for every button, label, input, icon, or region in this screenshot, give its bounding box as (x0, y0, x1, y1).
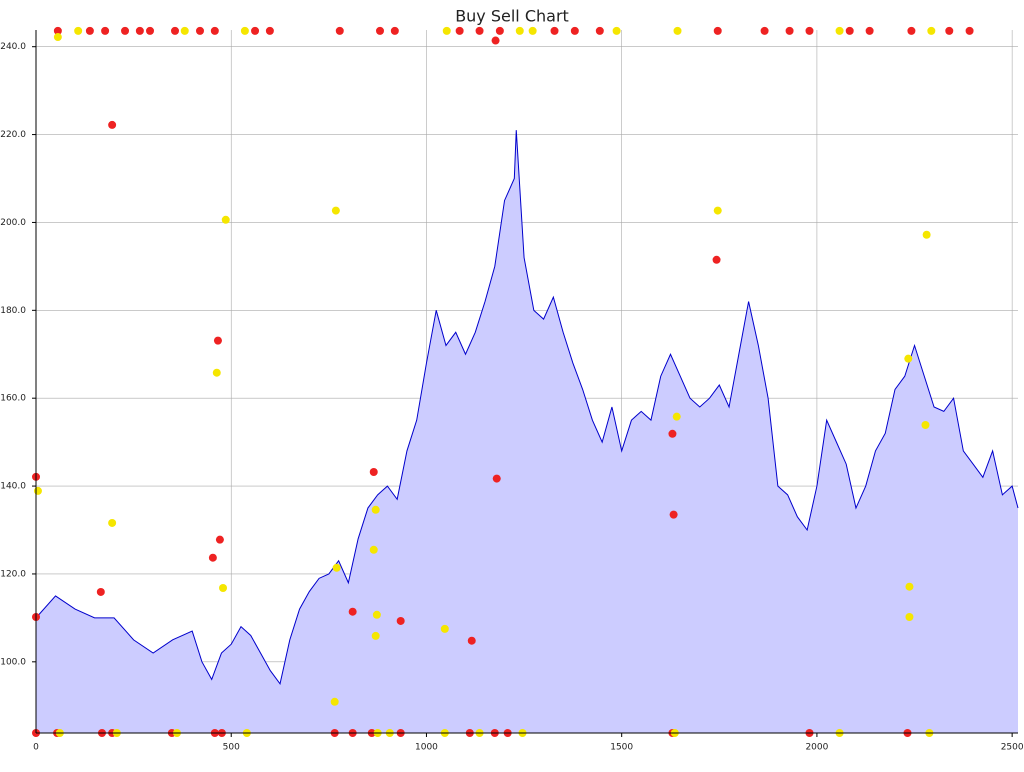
signal-point (108, 518, 117, 527)
signal-point (146, 26, 155, 35)
signal-point (467, 636, 476, 645)
y-tick-label: 160.0 (0, 394, 26, 404)
signal-point (335, 26, 344, 35)
signal-point (455, 26, 464, 35)
signal-point (905, 582, 914, 591)
signal-point (475, 26, 484, 35)
signal-point (33, 486, 42, 495)
signal-point (965, 26, 974, 35)
signal-point (375, 26, 384, 35)
signal-point (673, 26, 682, 35)
signal-point (669, 510, 678, 519)
y-tick-label: 180.0 (0, 306, 26, 316)
signal-point (74, 26, 83, 35)
price-line (35, 130, 1019, 685)
y-tick-label: 220.0 (0, 130, 26, 140)
signal-point (96, 587, 105, 596)
signal-point (371, 505, 380, 514)
signal-point (208, 553, 217, 562)
signal-point (212, 368, 221, 377)
signal-point (135, 26, 144, 35)
chart-title: Buy Sell Chart (455, 7, 569, 26)
signal-point (760, 26, 769, 35)
signal-point (927, 26, 936, 35)
signal-point (369, 545, 378, 554)
signal-point (440, 624, 449, 633)
y-tick-label: 120.0 (0, 569, 26, 579)
signal-point (515, 26, 524, 35)
x-tick-label: 1000 (415, 743, 438, 753)
signal-point (171, 26, 180, 35)
x-tick-label: 2000 (805, 743, 828, 753)
signal-point (180, 26, 189, 35)
signal-point (348, 607, 357, 616)
signal-point (219, 584, 228, 593)
signal-point (550, 26, 559, 35)
x-tick-label: 500 (223, 743, 240, 753)
y-tick-label: 200.0 (0, 218, 26, 228)
signal-point (672, 412, 681, 421)
signal-point (491, 36, 500, 45)
signal-point (921, 420, 930, 429)
x-tick-label: 0 (33, 743, 39, 753)
signal-point (945, 26, 954, 35)
signal-point (221, 215, 230, 224)
signal-point (922, 230, 931, 239)
signal-point (210, 26, 219, 35)
signal-point (213, 336, 222, 345)
signal-point (907, 26, 916, 35)
signal-point (595, 26, 604, 35)
signal-point (195, 26, 204, 35)
signal-point (904, 354, 913, 363)
signal-point (396, 616, 405, 625)
area-fill (36, 130, 1018, 734)
y-tick-label: 140.0 (0, 482, 26, 492)
signal-point (785, 26, 794, 35)
x-tick-label: 2500 (1001, 743, 1024, 753)
signal-point (845, 26, 854, 35)
signal-point (53, 26, 62, 35)
signal-point (805, 26, 814, 35)
y-tick-label: 100.0 (0, 657, 26, 667)
signal-point (331, 206, 340, 215)
signal-point (332, 563, 341, 572)
signal-point (265, 26, 274, 35)
signal-point (905, 613, 914, 622)
signal-point (865, 26, 874, 35)
signal-point (390, 26, 399, 35)
signal-point (712, 255, 721, 264)
signal-point (528, 26, 537, 35)
signal-point (371, 631, 380, 640)
signal-point (492, 474, 501, 483)
signal-point (570, 26, 579, 35)
y-tick-label: 240.0 (0, 42, 26, 52)
signal-point (330, 697, 339, 706)
signal-point (713, 26, 722, 35)
signal-point (215, 535, 224, 544)
signal-point (240, 26, 249, 35)
signal-point (442, 26, 451, 35)
signal-point (251, 26, 260, 35)
signal-point (372, 610, 381, 619)
signal-point (835, 26, 844, 35)
x-tick-label: 1500 (610, 743, 633, 753)
signal-point (495, 26, 504, 35)
signal-point (53, 33, 62, 42)
signal-point (713, 206, 722, 215)
signal-point (612, 26, 621, 35)
signal-point (121, 26, 130, 35)
signal-point (108, 120, 117, 129)
signal-point (668, 429, 677, 438)
signal-point (101, 26, 110, 35)
signal-point (369, 468, 378, 477)
signal-point (85, 26, 94, 35)
